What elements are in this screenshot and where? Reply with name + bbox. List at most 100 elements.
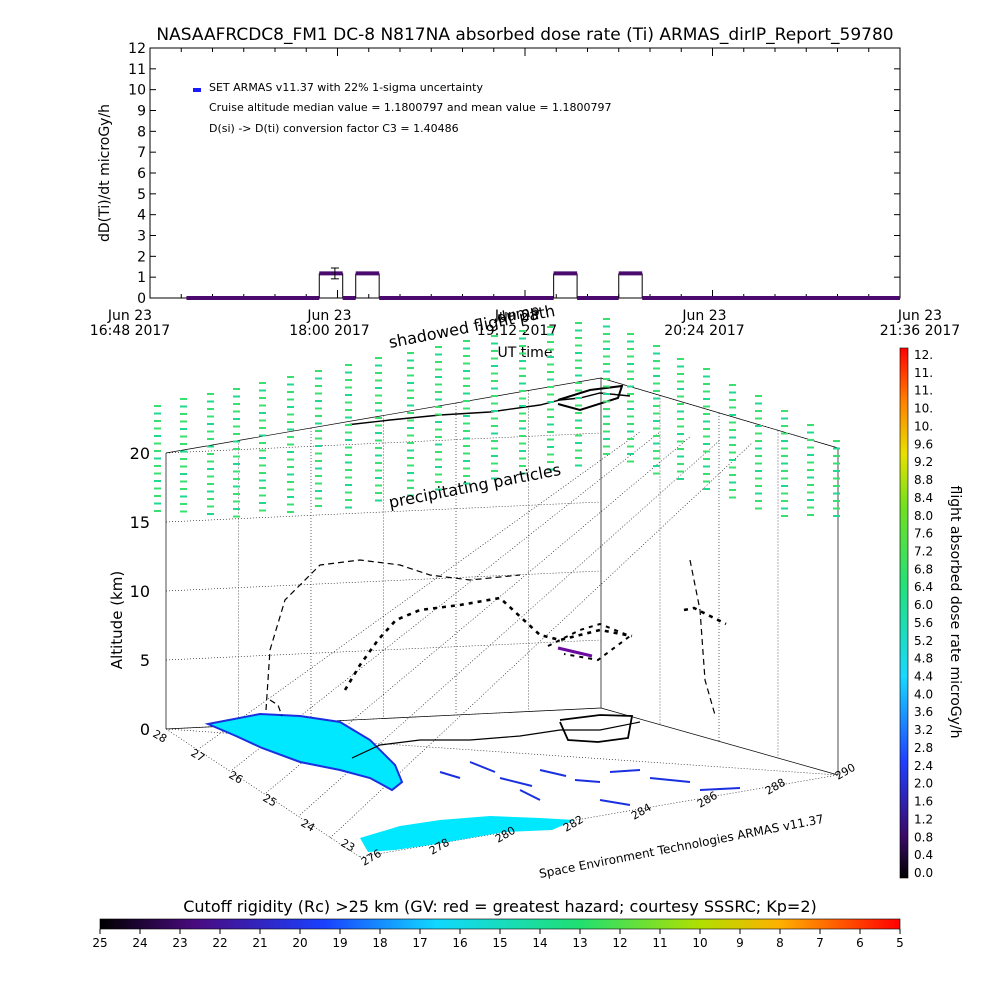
particle-mark: [233, 410, 240, 413]
particle-mark: [345, 469, 352, 471]
particle-mark: [375, 469, 382, 472]
particle-mark: [833, 492, 840, 495]
particle-mark: [729, 421, 736, 424]
particle-mark: [755, 477, 762, 480]
particle-mark: [807, 454, 814, 456]
particle-mark: [407, 404, 414, 407]
particle-mark: [345, 454, 352, 456]
particle-mark: [677, 433, 684, 435]
altitude-ticks: 0 5 10 15 20: [130, 444, 150, 739]
cutoff-rigidity-tick-label: 12: [612, 936, 627, 950]
y-tick-label: 6: [137, 166, 146, 182]
particle-mark: [781, 447, 788, 450]
particle-mark: [259, 397, 266, 399]
particle-mark: [519, 390, 526, 392]
particle-mark: [833, 440, 840, 442]
particle-mark: [180, 443, 187, 445]
particle-mark: [755, 410, 762, 412]
particle-mark: [833, 447, 840, 450]
particle-mark: [833, 477, 840, 480]
particle-mark: [154, 480, 161, 482]
particle-mark: [180, 450, 187, 453]
particle-mark: [435, 406, 442, 408]
precipitating-particles: [154, 318, 840, 518]
particle-mark: [154, 420, 161, 422]
particle-mark: [575, 329, 582, 332]
particle-mark: [287, 406, 294, 408]
particle-mark: [755, 402, 762, 405]
particle-mark: [463, 392, 470, 395]
particle-mark: [491, 402, 498, 405]
particle-mark: [233, 425, 240, 428]
longitude-tick-label: 290: [833, 761, 858, 783]
dose-rate-colorbar-tick-label: 0.8: [914, 830, 933, 844]
cutoff-rigidity-tick-label: 24: [132, 936, 147, 950]
dose-rate-colorbar-tick-label: 9.2: [914, 455, 933, 469]
longitude-tick-label: 288: [763, 776, 788, 798]
particle-mark: [233, 455, 240, 458]
particle-mark: [547, 446, 554, 448]
particle-mark: [703, 375, 710, 378]
particle-mark: [781, 455, 788, 457]
particle-mark: [833, 515, 840, 517]
particle-mark: [575, 464, 582, 467]
particle-mark: [781, 500, 788, 502]
particle-mark: [154, 472, 161, 475]
particle-mark: [435, 421, 442, 423]
particle-mark: [463, 340, 470, 342]
particle-mark: [435, 376, 442, 378]
particle-mark: [180, 428, 187, 430]
particle-mark: [259, 494, 266, 497]
particle-mark: [259, 427, 266, 429]
particle-mark: [627, 348, 634, 350]
particle-mark: [375, 409, 382, 412]
flight-path-altitude: [265, 559, 716, 717]
particle-mark: [547, 363, 554, 366]
particle-mark: [653, 360, 660, 362]
particle-mark: [463, 475, 470, 477]
dose-rate-colorbar-tick-label: 3.2: [914, 723, 933, 737]
particle-mark: [547, 401, 554, 403]
particle-mark: [807, 446, 814, 449]
particle-mark: [491, 425, 498, 427]
dose-rate-colorbar-tick-label: 7.6: [914, 527, 933, 541]
particle-mark: [315, 437, 322, 440]
particle-mark: [627, 408, 634, 410]
dose-rate-colorbar-tick-label: 11.: [914, 366, 933, 380]
particle-mark: [627, 415, 634, 418]
particle-mark: [463, 467, 470, 470]
cutoff-rigidity-tick-label: 21: [252, 936, 267, 950]
particle-mark: [833, 455, 840, 457]
particle-mark: [627, 430, 634, 433]
particle-mark: [575, 434, 582, 437]
dose-rate-colorbar-tick-label: 2.4: [914, 759, 933, 773]
altitude-grid: [165, 390, 779, 759]
x-tick-label-date: Jun 23: [897, 308, 942, 324]
particle-mark: [781, 440, 788, 442]
particle-mark: [677, 448, 684, 450]
particle-mark: [547, 453, 554, 456]
dose-rate-colorbar-tick-label: 4.4: [914, 670, 933, 684]
particle-mark: [677, 403, 684, 405]
particle-mark: [603, 333, 610, 335]
particle-mark: [519, 427, 526, 430]
particle-mark: [491, 357, 498, 360]
particle-mark: [463, 355, 470, 357]
particle-mark: [233, 440, 240, 443]
x-tick-label-time: 20:24 2017: [664, 323, 744, 339]
particle-mark: [463, 482, 470, 485]
particle-mark: [575, 389, 582, 392]
particle-mark: [703, 398, 710, 400]
particle-mark: [207, 475, 214, 478]
particle-mark: [627, 400, 634, 403]
particle-mark: [407, 487, 414, 489]
particle-mark: [729, 429, 736, 431]
particle-mark: [154, 427, 161, 430]
cutoff-rigidity-tick-label: 8: [776, 936, 784, 950]
particle-mark: [755, 417, 762, 420]
particle-mark: [259, 434, 266, 437]
particle-mark: [315, 422, 322, 425]
particle-mark: [463, 430, 470, 432]
